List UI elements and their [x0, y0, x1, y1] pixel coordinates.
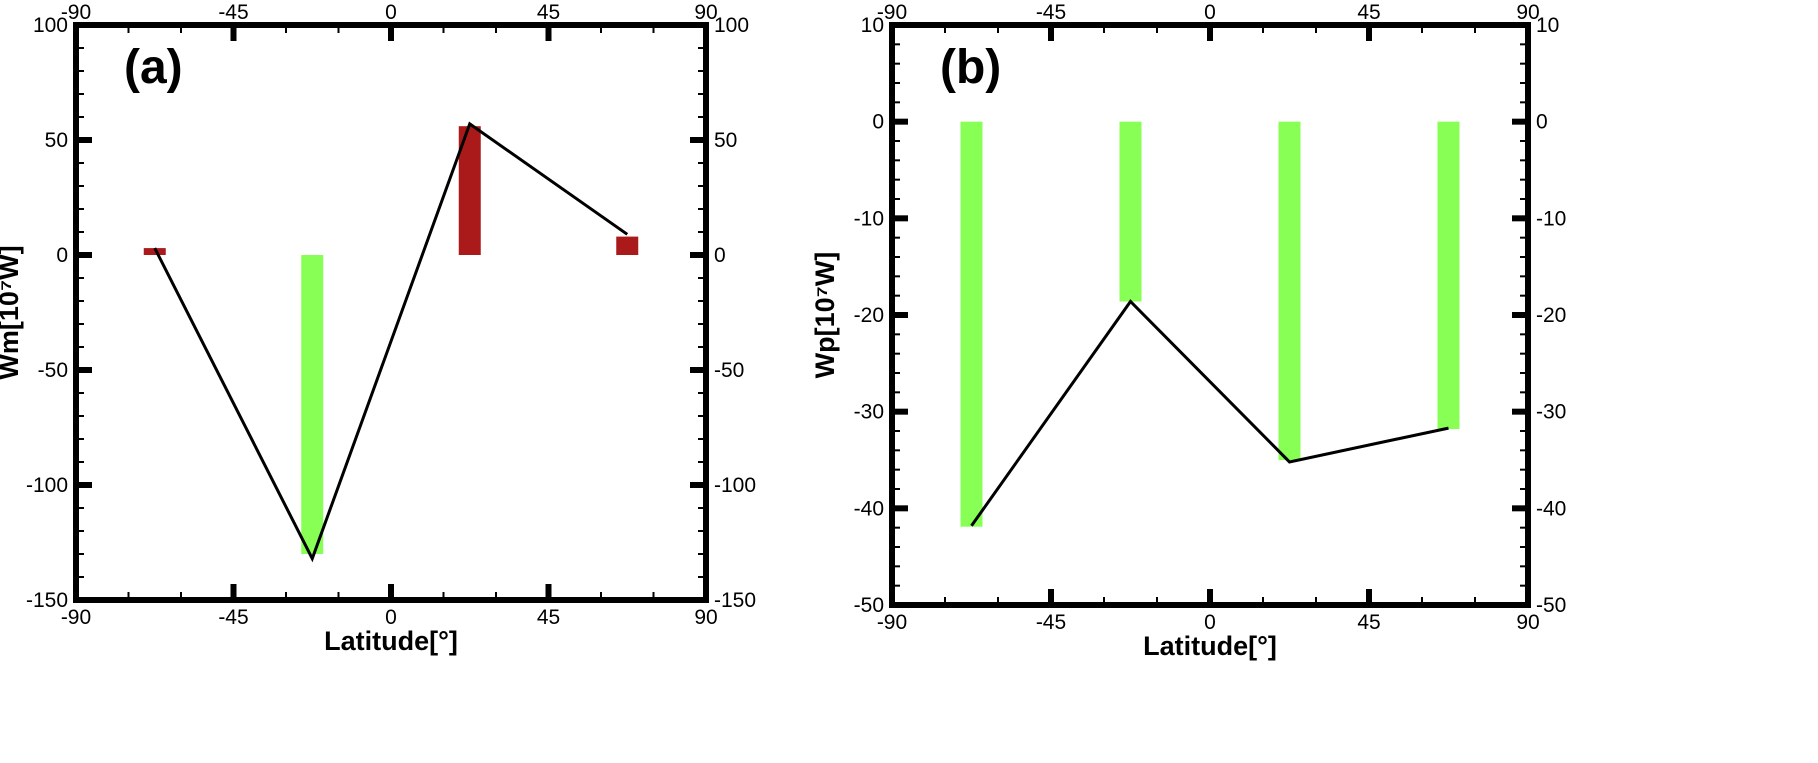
y-tick-label-right: -100 [714, 474, 756, 497]
y-tick-label-right: 50 [714, 129, 737, 152]
bar-1 [960, 121, 983, 527]
x-tick-label-bottom: -45 [218, 606, 248, 629]
x-tick-label-bottom: -45 [1036, 611, 1066, 634]
y-tick-label-left: -40 [854, 497, 884, 520]
x-tick-label-bottom: -90 [61, 606, 91, 629]
y-tick-label-right: -50 [1536, 594, 1566, 617]
y-tick-label-left: 0 [56, 244, 68, 267]
x-tick-label-top: 0 [385, 1, 397, 24]
y-tick-label-left: 50 [45, 129, 68, 152]
x-axis-label: Latitude[°] [1143, 631, 1277, 661]
x-tick-label-bottom: 45 [537, 606, 560, 629]
y-tick-label-left: 10 [861, 14, 884, 37]
bar-3 [1278, 121, 1301, 461]
y-tick-label-left: 0 [872, 111, 884, 134]
series-line [153, 121, 629, 563]
y-tick-label-right: 0 [1536, 111, 1548, 134]
x-axis-label: Latitude[°] [324, 626, 458, 656]
bar-3 [458, 126, 481, 255]
x-tick-label-bottom: 90 [694, 606, 717, 629]
x-tick-label-bottom: -90 [877, 611, 907, 634]
y-tick-label-right: 100 [714, 14, 749, 37]
y-tick-label-right: -10 [1536, 207, 1566, 230]
x-tick-label-top: -90 [61, 1, 91, 24]
panel-label: (b) [940, 41, 1001, 94]
y-tick-label-right: -30 [1536, 401, 1566, 424]
y-axis-label: Wm[10⁷W] [0, 245, 24, 379]
panel-label: (a) [124, 41, 183, 94]
y-tick-label-right: -40 [1536, 497, 1566, 520]
x-tick-label-top: -45 [1036, 1, 1066, 24]
y-tick-label-right: 10 [1536, 14, 1559, 37]
bar-4 [616, 236, 639, 255]
y-tick-label-right: 0 [714, 244, 726, 267]
bar-2 [1119, 121, 1142, 302]
y-axis-label: Wp[10⁷W] [810, 252, 840, 379]
plot-frame [73, 22, 709, 603]
y-tick-label-left: -50 [38, 359, 68, 382]
y-tick-label-left: -20 [854, 304, 884, 327]
bar-1 [143, 248, 166, 255]
bar-4 [1437, 121, 1460, 430]
y-tick-label-right: -150 [714, 589, 756, 612]
x-tick-label-top: -90 [877, 1, 907, 24]
y-tick-label-left: -50 [854, 594, 884, 617]
series-line [970, 299, 1449, 527]
x-tick-label-bottom: 45 [1357, 611, 1380, 634]
x-tick-label-top: 90 [1516, 1, 1539, 24]
y-tick-label-left: -30 [854, 401, 884, 424]
y-tick-label-right: -50 [714, 359, 744, 382]
x-tick-label-top: -45 [218, 1, 248, 24]
x-tick-label-bottom: 90 [1516, 611, 1539, 634]
bar-2 [301, 255, 324, 554]
x-tick-label-bottom: 0 [1204, 611, 1216, 634]
x-tick-label-top: 90 [694, 1, 717, 24]
y-tick-label-left: 100 [33, 14, 68, 37]
y-tick-label-right: -20 [1536, 304, 1566, 327]
plot-frame [889, 22, 1531, 608]
x-tick-label-top: 45 [1357, 1, 1380, 24]
x-tick-label-top: 45 [537, 1, 560, 24]
y-tick-label-left: -100 [26, 474, 68, 497]
y-tick-label-left: -10 [854, 207, 884, 230]
y-tick-label-left: -150 [26, 589, 68, 612]
x-tick-label-bottom: 0 [385, 606, 397, 629]
x-tick-label-top: 0 [1204, 1, 1216, 24]
